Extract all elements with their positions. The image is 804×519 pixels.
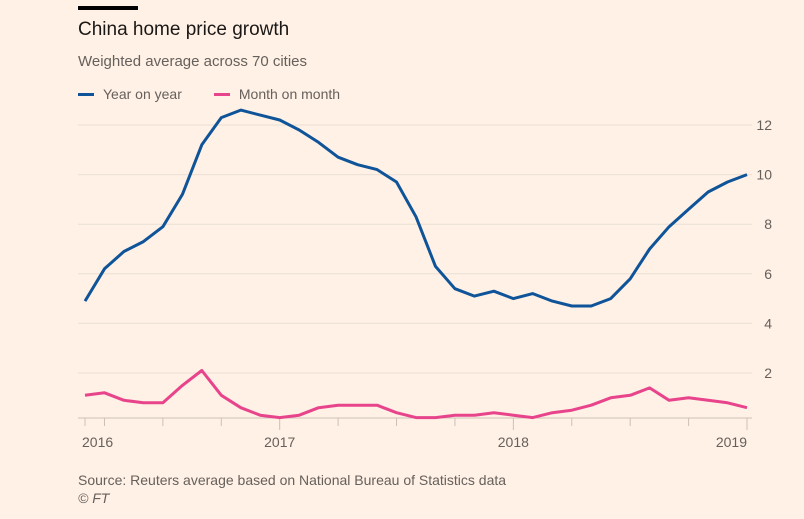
legend-label-month-on-month: Month on month [238,86,341,102]
legend-item-year-on-year: Year on year [78,86,182,102]
y-tick-label: 12 [756,117,772,133]
x-tick-label: 2017 [264,434,295,450]
y-tick-label: 4 [764,315,772,331]
legend-label-year-on-year: Year on year [103,86,182,102]
y-tick-label: 2 [764,365,772,381]
x-tick-label: 2016 [82,434,113,450]
legend-item-month-on-month: Month on month [213,86,341,102]
series-line-year-on-year [83,108,748,308]
legend-swatch-year-on-year [78,92,94,96]
source-note: Source: Reuters average based on Nationa… [78,472,507,488]
footer: Source: Reuters average based on Nationa… [78,471,506,507]
ft-header-bar [78,6,138,10]
legend-swatch-month-on-month [213,92,230,96]
y-tick-label: 8 [764,216,772,232]
y-tick-label: 10 [756,167,772,183]
series-line-month-on-month [84,369,748,420]
chart-title: China home price growth [78,19,290,40]
legend: Year on year Month on month [78,86,372,102]
copyright: © FT [78,490,110,506]
y-tick-label: 6 [764,266,772,282]
x-tick-label: 2019 [716,434,747,450]
chart-subtitle: Weighted average across 70 cities [78,53,308,70]
x-tick-label: 2018 [498,434,529,450]
